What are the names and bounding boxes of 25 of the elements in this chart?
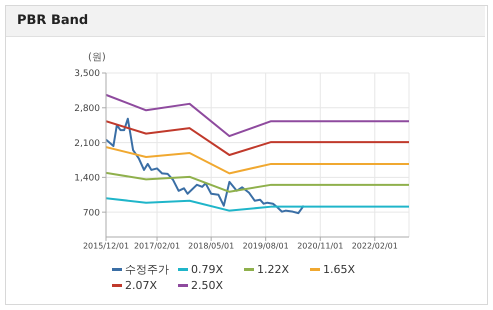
line-series — [106, 120, 409, 156]
line-series — [106, 197, 409, 212]
legend-label: 0.79X — [191, 262, 224, 276]
legend-label: 1.65X — [323, 262, 356, 276]
y-tick-label: 3,500 — [74, 69, 100, 80]
y-tick-label: 700 — [82, 208, 100, 218]
chart-title: PBR Band — [17, 13, 88, 28]
y-tick-label: 2,800 — [74, 104, 100, 114]
x-tick-label: 2020/11/01 — [297, 242, 344, 251]
line-series — [106, 146, 409, 174]
line-series — [106, 94, 409, 138]
x-tick-label: 2018/05/01 — [188, 242, 234, 251]
legend-label: 수정주가 — [125, 262, 169, 276]
x-tick-label: 2017/02/01 — [134, 242, 180, 251]
legend-label: 2.50X — [191, 278, 224, 292]
x-tick-label: 2022/02/01 — [352, 242, 398, 251]
x-tick-label: 2015/12/01 — [82, 242, 130, 251]
line-series — [106, 172, 409, 193]
y-tick-label: 1,400 — [74, 174, 100, 184]
y-axis-title: (원) — [88, 51, 106, 64]
x-tick-label: 2019/08/01 — [242, 242, 289, 251]
legend-label: 1.22X — [257, 262, 290, 276]
line-series — [106, 118, 305, 214]
y-tick-label: 2,100 — [74, 138, 100, 149]
legend-label: 2.07X — [125, 278, 158, 292]
